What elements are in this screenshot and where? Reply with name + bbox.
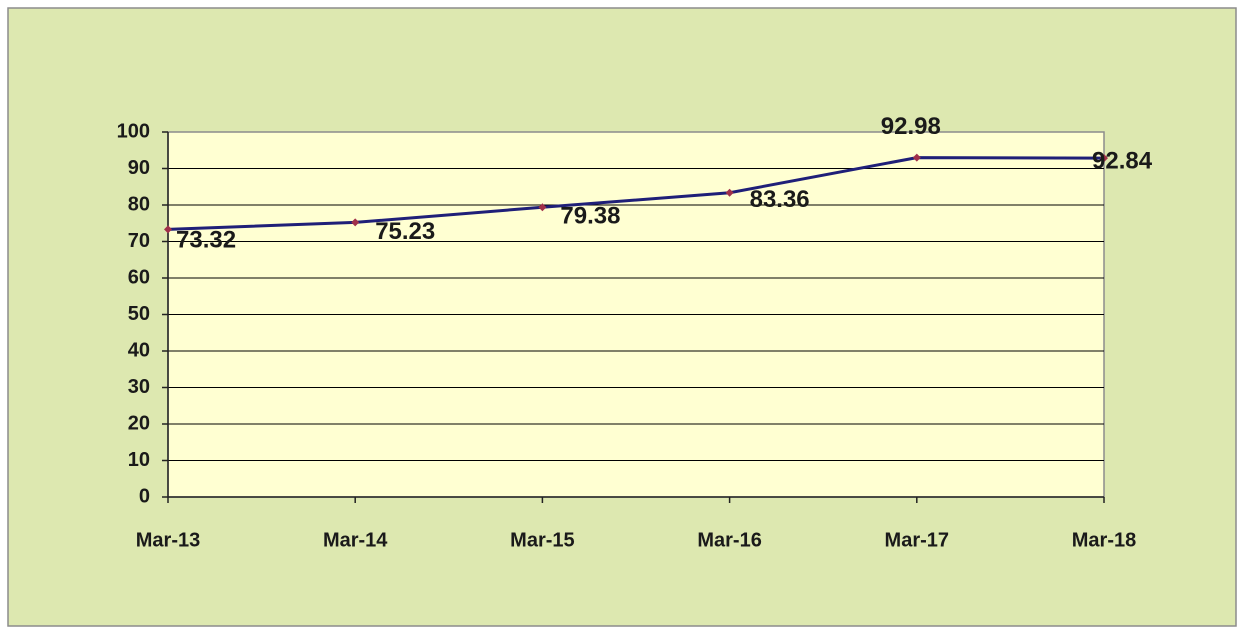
series-line: [167, 156, 1105, 231]
x-tick-label: Mar-18: [1072, 529, 1136, 551]
marker: [725, 188, 734, 197]
marker: [164, 225, 172, 234]
y-tick-label: 50: [128, 303, 150, 325]
x-tick-label: Mar-14: [323, 529, 388, 551]
data-label: 73.32: [176, 227, 236, 254]
x-tick-label: Mar-15: [510, 529, 574, 551]
data-label: 92.98: [881, 113, 941, 140]
data-label: 75.23: [375, 218, 435, 245]
y-tick-label: 90: [128, 157, 150, 179]
y-tick-label: 40: [128, 339, 150, 361]
y-tick-label: 0: [139, 485, 150, 507]
y-tick-label: 30: [128, 376, 150, 398]
data-label: 79.38: [560, 203, 620, 230]
y-tick-label: 100: [117, 120, 150, 142]
x-tick-label: Mar-13: [136, 529, 200, 551]
marker: [351, 218, 360, 227]
y-tick-label: 70: [128, 230, 150, 252]
x-tick-label: Mar-17: [885, 529, 949, 551]
x-tick-label: Mar-16: [697, 529, 761, 551]
y-tick-label: 20: [128, 412, 150, 434]
marker: [538, 203, 547, 212]
data-label: 92.84: [1092, 147, 1153, 174]
y-tick-label: 10: [128, 449, 150, 471]
y-tick-label: 80: [128, 193, 150, 215]
data-label: 83.36: [750, 186, 810, 213]
marker: [1100, 154, 1108, 163]
y-tick-label: 60: [128, 266, 150, 288]
marker: [912, 153, 921, 162]
